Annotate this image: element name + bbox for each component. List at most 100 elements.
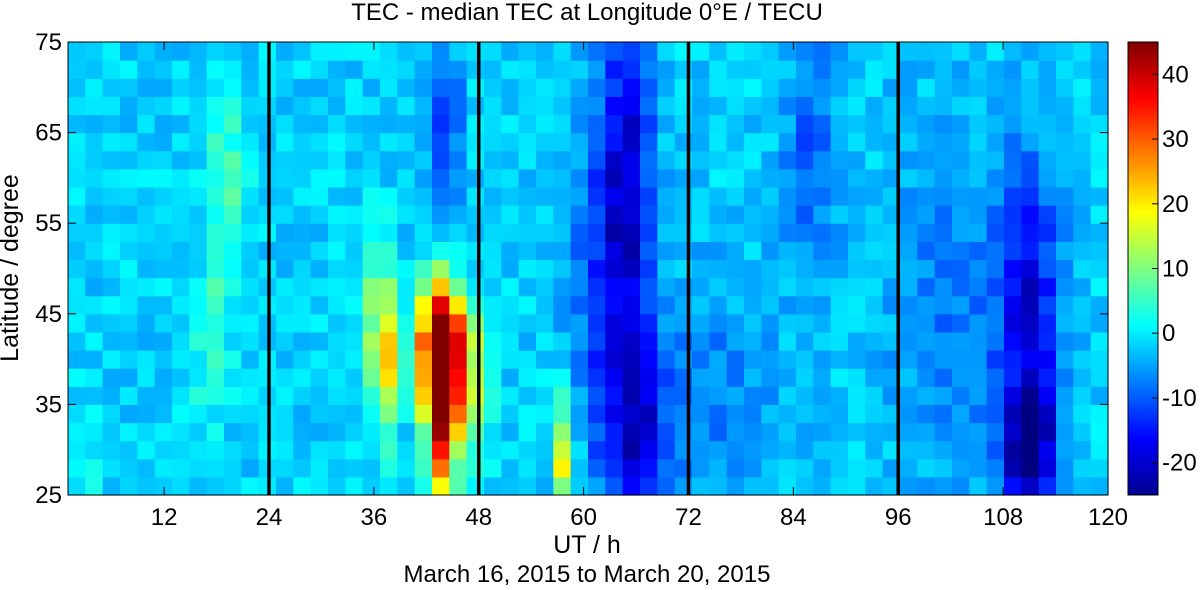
heatmap-cell (761, 440, 780, 460)
heatmap-cell (536, 440, 554, 460)
heatmap-cell (848, 350, 866, 369)
heatmap-cell (172, 331, 190, 351)
heatmap-cell (934, 60, 953, 79)
heatmap-cell (362, 78, 381, 97)
heatmap-cell (622, 331, 641, 351)
heatmap-cell (414, 132, 433, 152)
heatmap-cell (518, 422, 537, 442)
heatmap-cell (102, 331, 121, 351)
heatmap-cell (241, 458, 260, 478)
heatmap-cell (1073, 277, 1092, 297)
heatmap-cell (536, 422, 554, 442)
heatmap-cell (553, 313, 572, 333)
heatmap-cell (224, 277, 242, 297)
heatmap-cell (380, 132, 398, 152)
heatmap-cell (501, 368, 520, 387)
heatmap-cell (241, 42, 260, 61)
heatmap-cell (553, 132, 572, 152)
heatmap-cell (484, 386, 502, 405)
heatmap-cell (761, 241, 780, 261)
heatmap-cell (865, 386, 884, 405)
heatmap-cell (1021, 440, 1040, 460)
heatmap-cell (813, 114, 832, 134)
heatmap-cell (137, 331, 156, 351)
heatmap-cell (206, 168, 225, 188)
heatmap-cell (293, 350, 312, 369)
heatmap-cell (432, 205, 450, 224)
heatmap-cell (553, 241, 572, 261)
heatmap-cell (276, 313, 294, 333)
heatmap-cell (345, 458, 364, 478)
heatmap-cell (224, 42, 242, 61)
x-tick-label: 72 (675, 504, 702, 531)
heatmap-cell (692, 368, 710, 387)
heatmap-cell (813, 331, 832, 351)
heatmap-cell (501, 186, 520, 206)
heatmap-cell (726, 476, 745, 496)
heatmap-cell (536, 476, 554, 496)
heatmap-cell (605, 295, 624, 315)
heatmap-cell (934, 205, 953, 224)
heatmap-cell (154, 150, 173, 170)
heatmap-cell (276, 96, 294, 116)
heatmap-cell (137, 313, 156, 333)
heatmap-cell (588, 277, 606, 297)
heatmap-cell (68, 440, 86, 460)
heatmap-cell (917, 476, 936, 496)
heatmap-cell (449, 78, 468, 97)
heatmap-cell (813, 223, 832, 242)
heatmap-cell (934, 241, 953, 261)
heatmap-cell (553, 440, 572, 460)
heatmap-cell (900, 205, 918, 224)
heatmap-cell (484, 277, 502, 297)
heatmap-cell (362, 132, 381, 152)
heatmap-cell (466, 368, 485, 387)
heatmap-cell (276, 259, 294, 279)
heatmap-cell (900, 150, 918, 170)
heatmap-cell (432, 114, 450, 134)
heatmap-cell (345, 313, 364, 333)
heatmap-cell (900, 422, 918, 442)
heatmap-cell (276, 132, 294, 152)
heatmap-cell (432, 313, 450, 333)
heatmap-cell (484, 404, 502, 424)
heatmap-cell (934, 150, 953, 170)
heatmap-cell (276, 277, 294, 297)
heatmap-cell (952, 168, 970, 188)
heatmap-cell (778, 458, 797, 478)
heatmap-cell (432, 440, 450, 460)
heatmap-cell (726, 313, 745, 333)
heatmap-cell (778, 241, 797, 261)
heatmap-cell (120, 350, 138, 369)
heatmap-cell (640, 114, 658, 134)
heatmap-cell (778, 295, 797, 315)
heatmap-cell (744, 150, 762, 170)
heatmap-cell (553, 150, 572, 170)
heatmap-cell (102, 350, 121, 369)
heatmap-cell (362, 404, 381, 424)
heatmap-cell (900, 313, 918, 333)
heatmap-cell (900, 78, 918, 97)
heatmap-cell (726, 78, 745, 97)
heatmap-cell (310, 132, 329, 152)
heatmap-cell (726, 277, 745, 297)
heatmap-cell (484, 476, 502, 496)
heatmap-cell (172, 368, 190, 387)
heatmap-cell (536, 132, 554, 152)
heatmap-cell (328, 386, 346, 405)
heatmap-cell (761, 313, 780, 333)
heatmap-cell (900, 168, 918, 188)
heatmap-cell (1038, 386, 1057, 405)
heatmap-cell (882, 350, 901, 369)
heatmap-cell (120, 42, 138, 61)
heatmap-cell (293, 440, 312, 460)
heatmap-cell (293, 295, 312, 315)
heatmap-cell (518, 186, 537, 206)
heatmap-cell (900, 368, 918, 387)
heatmap-cell (1038, 78, 1057, 97)
heatmap-cell (397, 168, 416, 188)
heatmap-cell (726, 386, 745, 405)
heatmap-cell (189, 458, 208, 478)
heatmap-cell (276, 168, 294, 188)
heatmap-cell (189, 277, 208, 297)
